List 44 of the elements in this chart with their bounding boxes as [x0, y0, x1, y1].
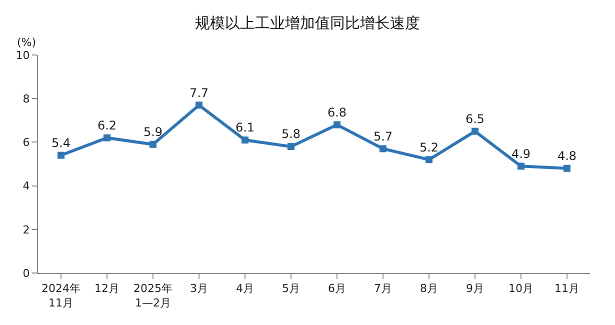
y-tick-label: 8 — [22, 92, 30, 106]
data-label: 6.5 — [465, 112, 485, 126]
x-tick-label: 2025年 1—2月 — [134, 282, 172, 310]
point — [518, 162, 524, 170]
data-label: 4.9 — [511, 146, 531, 161]
x-tick-label: 5月 — [282, 282, 300, 296]
point — [58, 152, 64, 159]
x-tick-label: 11月 — [554, 282, 580, 296]
point — [196, 102, 202, 109]
y-tick-label: 0 — [22, 266, 30, 280]
data-label: 5.2 — [419, 140, 439, 154]
data-label: 5.8 — [281, 127, 301, 142]
data-label: 4.8 — [557, 148, 577, 163]
point — [472, 128, 478, 135]
y-tick-label: 2 — [22, 223, 30, 236]
point — [380, 145, 386, 152]
x-tick-label: 10月 — [508, 282, 534, 296]
x-tick-label: 12月 — [94, 282, 120, 296]
x-tick-label: 4月 — [236, 282, 254, 296]
data-label: 5.9 — [143, 125, 163, 140]
data-label: 6.2 — [97, 118, 117, 132]
point — [426, 156, 432, 164]
data-label: 7.7 — [189, 86, 209, 100]
y-tick-label: 10 — [16, 48, 30, 62]
data-label: 6.8 — [327, 105, 347, 120]
y-tick-label: 6 — [22, 136, 30, 150]
point — [288, 143, 294, 150]
point — [242, 136, 248, 144]
x-tick-label: 8月 — [420, 282, 438, 296]
y-tick-label: 4 — [22, 180, 30, 193]
x-tick-label: 9月 — [466, 282, 484, 296]
data-label: 5.4 — [51, 136, 71, 150]
x-tick-label: 6月 — [328, 282, 346, 296]
point — [104, 134, 110, 142]
chart-title: 规模以上工业增加值同比增长速度 — [195, 14, 420, 32]
x-tick-label: 7月 — [374, 282, 392, 296]
point — [334, 121, 340, 128]
point — [150, 140, 156, 148]
data-label: 5.7 — [373, 129, 393, 144]
y-axis-title: (%) — [17, 36, 36, 49]
x-tick-label: 3月 — [190, 282, 208, 296]
point — [564, 164, 570, 172]
data-label: 6.1 — [235, 120, 255, 135]
x-tick-label: 2024年 11月 — [42, 282, 80, 310]
